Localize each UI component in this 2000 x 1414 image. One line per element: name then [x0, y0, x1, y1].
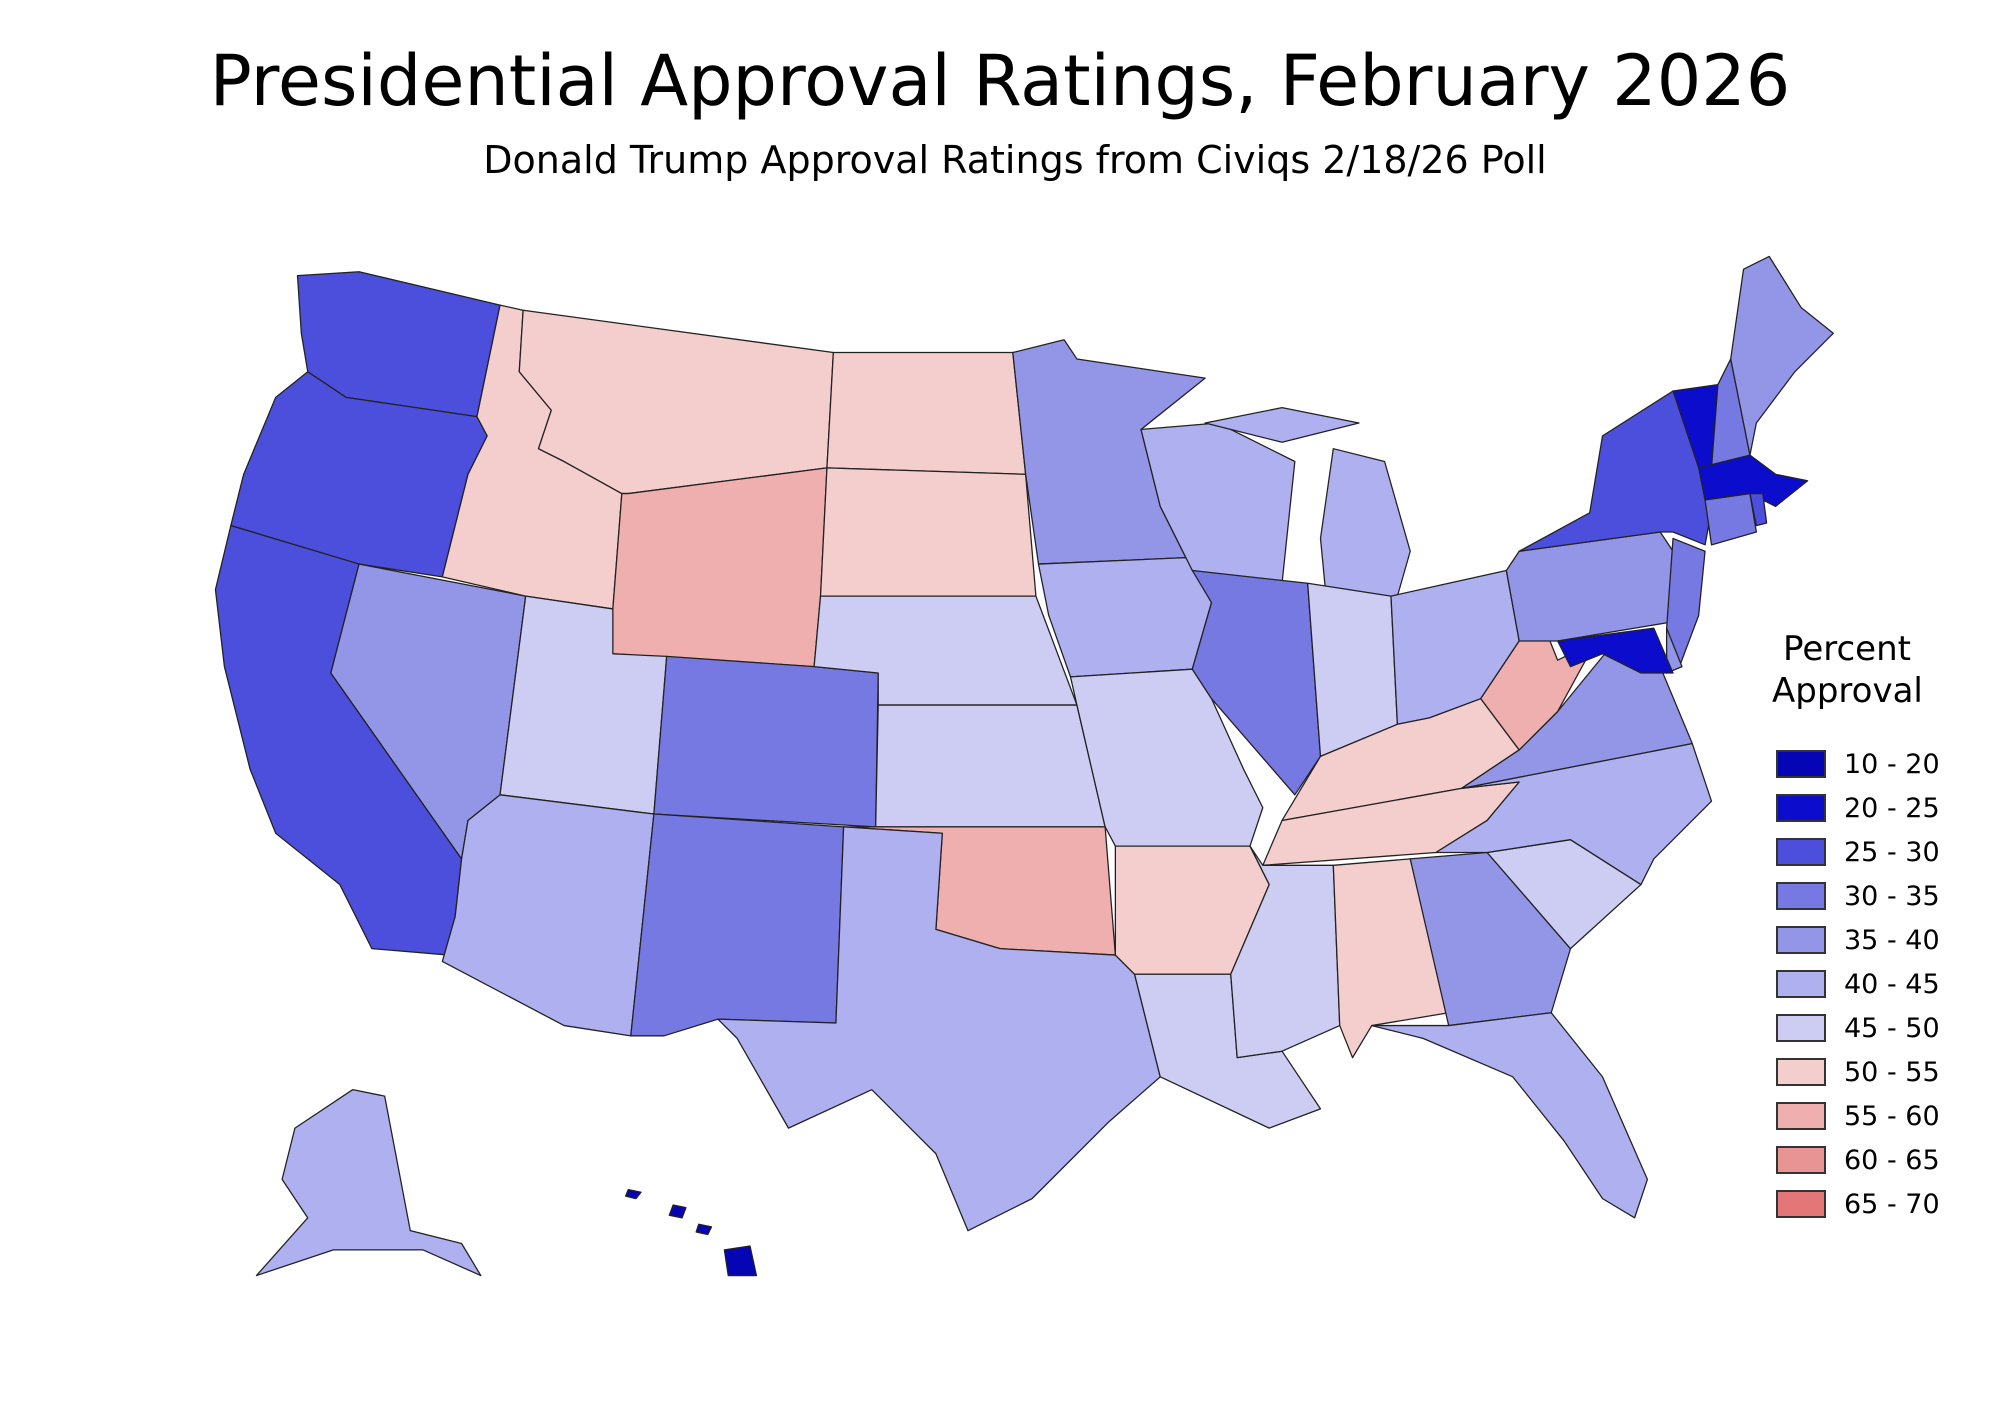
legend-label: 55 - 60 — [1844, 1100, 1940, 1132]
state-ct — [1704, 492, 1757, 546]
state-ri — [1749, 492, 1768, 527]
legend-label: 40 - 45 — [1844, 968, 1940, 1000]
legend-swatch — [1776, 882, 1826, 910]
legend-swatch — [1776, 926, 1826, 954]
state-hi — [695, 1223, 713, 1236]
state-mi — [1204, 407, 1360, 443]
legend-label: 20 - 25 — [1844, 792, 1940, 824]
state-md — [1557, 627, 1674, 674]
legend-item: 30 - 35 — [1772, 874, 1992, 918]
legend-swatch — [1776, 1102, 1826, 1130]
state-wy — [612, 467, 828, 668]
legend-item: 25 - 30 — [1772, 830, 1992, 874]
state-az — [441, 794, 655, 1037]
legend-swatch — [1776, 1190, 1826, 1218]
state-tx — [717, 826, 1161, 1232]
legend-title-line1: Percent — [1783, 629, 1911, 669]
legend-label: 35 - 40 — [1844, 924, 1940, 956]
state-hi — [723, 1245, 758, 1277]
state-nj — [1665, 537, 1706, 668]
state-sd — [819, 467, 1037, 597]
legend-item: 35 - 40 — [1772, 918, 1992, 962]
state-mi — [1319, 448, 1411, 606]
legend-item: 20 - 25 — [1772, 786, 1992, 830]
legend-label: 25 - 30 — [1844, 836, 1940, 868]
state-ak — [255, 1089, 482, 1277]
legend-item: 65 - 70 — [1772, 1182, 1992, 1226]
legend-item: 55 - 60 — [1772, 1094, 1992, 1138]
state-ks — [875, 704, 1106, 828]
state-nd — [826, 351, 1027, 475]
legend-item: 45 - 50 — [1772, 1006, 1992, 1050]
legend-swatch — [1776, 838, 1826, 866]
legend-label: 45 - 50 — [1844, 1012, 1940, 1044]
legend-label: 30 - 35 — [1844, 880, 1940, 912]
state-nc — [1435, 742, 1713, 886]
legend-label: 10 - 20 — [1844, 748, 1940, 780]
legend: Percent Approval 10 - 20 20 - 25 25 - 30 30… — [1772, 628, 1992, 1226]
legend-title: Percent Approval — [1772, 628, 1923, 712]
state-me — [1730, 255, 1834, 456]
legend-item: 50 - 55 — [1772, 1050, 1992, 1094]
legend-swatch — [1776, 1014, 1826, 1042]
legend-swatch — [1776, 970, 1826, 998]
legend-label: 60 - 65 — [1844, 1144, 1940, 1176]
state-ms — [1230, 845, 1341, 1059]
state-hi — [668, 1204, 687, 1219]
legend-swatch — [1776, 750, 1826, 778]
legend-swatch — [1776, 1146, 1826, 1174]
state-co — [653, 655, 879, 828]
legend-swatch — [1776, 794, 1826, 822]
state-hi — [625, 1189, 642, 1200]
state-de — [1665, 627, 1683, 674]
legend-swatch — [1776, 1058, 1826, 1086]
legend-item: 60 - 65 — [1772, 1138, 1992, 1182]
map-subtitle: Donald Trump Approval Ratings from Civiq… — [483, 138, 1547, 182]
legend-item: 10 - 20 — [1772, 742, 1992, 786]
legend-title-line2: Approval — [1772, 671, 1923, 711]
state-ga — [1409, 851, 1572, 1027]
state-fl — [1371, 1012, 1649, 1219]
legend-label: 65 - 70 — [1844, 1188, 1940, 1220]
state-nm — [630, 813, 845, 1037]
state-ia — [1037, 557, 1213, 678]
legend-item: 40 - 45 — [1772, 962, 1992, 1006]
map-title: Presidential Approval Ratings, February … — [209, 40, 1791, 122]
legend-label: 50 - 55 — [1844, 1056, 1940, 1088]
